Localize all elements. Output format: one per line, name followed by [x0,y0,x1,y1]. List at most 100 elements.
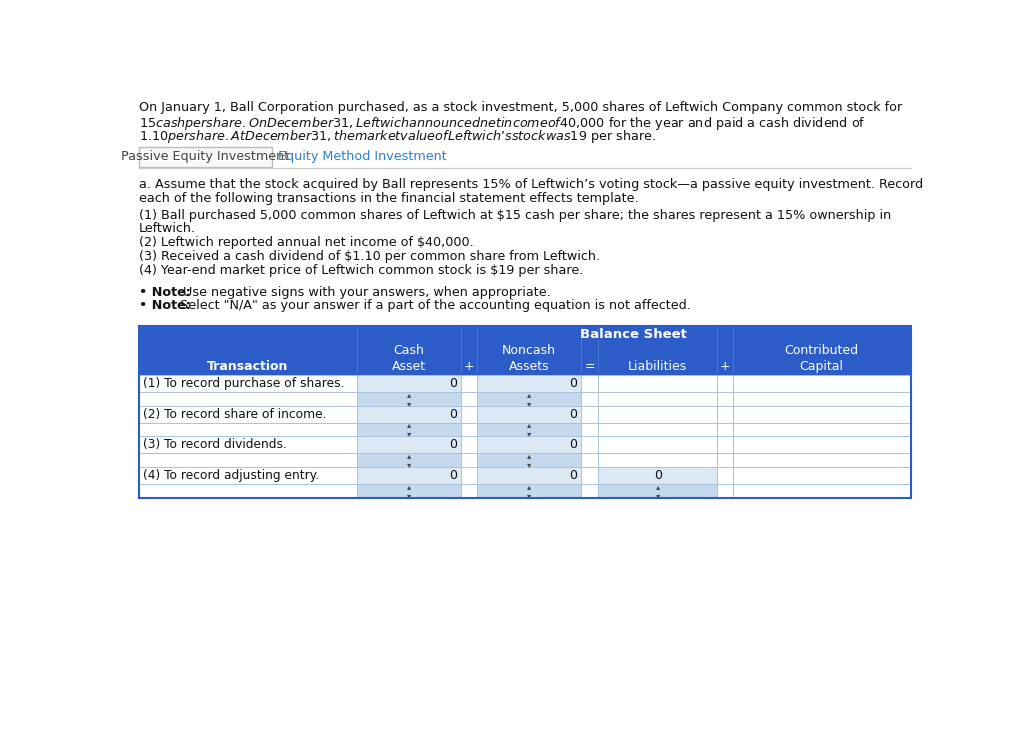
Text: ▾: ▾ [407,429,411,438]
Bar [732,423,910,436]
Bar [582,392,598,406]
Bar [356,374,461,392]
Bar [598,453,717,467]
Bar [461,392,477,406]
Bar [598,436,717,453]
Bar [139,374,356,392]
Bar [139,406,356,423]
Bar [732,406,910,423]
Bar [356,392,461,406]
Bar [717,423,732,436]
Text: Capital: Capital [800,360,844,373]
Bar [732,467,910,484]
Bar [732,484,910,498]
FancyBboxPatch shape [139,147,272,167]
Bar [139,436,356,453]
Bar [356,484,461,498]
Text: $1.10 per share. At December 31, the market value of Leftwich’s stock was $19 pe: $1.10 per share. At December 31, the mar… [139,129,655,146]
Text: • Note:: • Note: [139,285,196,299]
Text: ▾: ▾ [655,491,659,500]
Bar [356,453,461,467]
Bar [356,467,461,484]
Text: (2) Leftwich reported annual net income of $40,000.: (2) Leftwich reported annual net income … [139,236,473,249]
Bar [139,392,356,406]
Text: (4) Year-end market price of Leftwich common stock is $19 per share.: (4) Year-end market price of Leftwich co… [139,264,584,277]
Text: 0: 0 [450,438,458,452]
Bar [477,453,582,467]
Bar [356,406,461,423]
Bar [732,453,910,467]
Bar [477,406,582,423]
Bar [139,484,356,498]
Bar [717,436,732,453]
Text: (1) Ball purchased 5,000 common shares of Leftwich at $15 cash per share; the sh: (1) Ball purchased 5,000 common shares o… [139,209,891,221]
Text: ▴: ▴ [407,451,411,461]
Bar [598,467,717,484]
Text: Cash: Cash [393,344,424,357]
Text: each of the following transactions in the financial statement effects template.: each of the following transactions in th… [139,192,639,204]
Bar [582,406,598,423]
Bar [139,453,356,467]
Bar [139,467,356,484]
Text: 0: 0 [450,377,458,390]
Text: +: + [720,360,730,373]
Text: +: + [464,360,474,373]
Bar [461,406,477,423]
Text: ▴: ▴ [527,482,531,491]
Text: ▴: ▴ [527,421,531,429]
Text: Liabilities: Liabilities [628,360,687,373]
Bar [598,423,717,436]
Bar [598,484,717,498]
Bar [461,453,477,467]
Text: On January 1, Ball Corporation purchased, as a stock investment, 5,000 shares of: On January 1, Ball Corporation purchased… [139,101,902,114]
Text: (2) To record share of income.: (2) To record share of income. [142,408,327,421]
Bar [477,392,582,406]
Text: a. Assume that the stock acquired by Ball represents 15% of Leftwich’s voting st: a. Assume that the stock acquired by Bal… [139,178,923,191]
Text: 0: 0 [569,377,578,390]
Text: =: = [585,360,595,373]
Text: (1) To record purchase of shares.: (1) To record purchase of shares. [142,377,344,390]
Text: ▴: ▴ [407,482,411,491]
Bar [582,453,598,467]
Text: 0: 0 [653,469,662,482]
Bar [582,467,598,484]
Text: (4) To record adjusting entry.: (4) To record adjusting entry. [142,469,318,482]
Text: Contributed: Contributed [784,344,859,357]
Bar [139,423,356,436]
Text: 0: 0 [450,469,458,482]
Bar [477,423,582,436]
Text: ▴: ▴ [407,421,411,429]
Bar [477,374,582,392]
Text: 0: 0 [569,469,578,482]
Bar [732,436,910,453]
Text: ▾: ▾ [527,491,531,500]
Bar [461,374,477,392]
Bar [582,484,598,498]
Bar [139,325,910,374]
Text: ▾: ▾ [527,429,531,438]
Bar [717,392,732,406]
Text: ▴: ▴ [655,482,659,491]
Bar [732,392,910,406]
Text: Select "N/A" as your answer if a part of the accounting equation is not affected: Select "N/A" as your answer if a part of… [176,299,691,312]
Text: Balance Sheet: Balance Sheet [581,328,687,340]
Text: Assets: Assets [509,360,549,373]
Text: ▴: ▴ [407,389,411,399]
Bar [356,436,461,453]
Bar [356,423,461,436]
Text: ▴: ▴ [527,389,531,399]
Bar [477,436,582,453]
Text: 0: 0 [569,408,578,421]
Bar [461,484,477,498]
Text: Passive Equity Investment: Passive Equity Investment [122,150,290,163]
Text: Leftwich.: Leftwich. [139,222,196,236]
Text: ▾: ▾ [407,491,411,500]
Text: • Note:: • Note: [139,299,190,312]
Bar [477,467,582,484]
Bar [598,392,717,406]
Text: Asset: Asset [392,360,426,373]
Text: Noncash: Noncash [502,344,556,357]
Bar [598,374,717,392]
Bar [717,406,732,423]
Text: $15 cash per share. On December 31, Leftwich announced net income of $40,000 for: $15 cash per share. On December 31, Left… [139,114,865,132]
